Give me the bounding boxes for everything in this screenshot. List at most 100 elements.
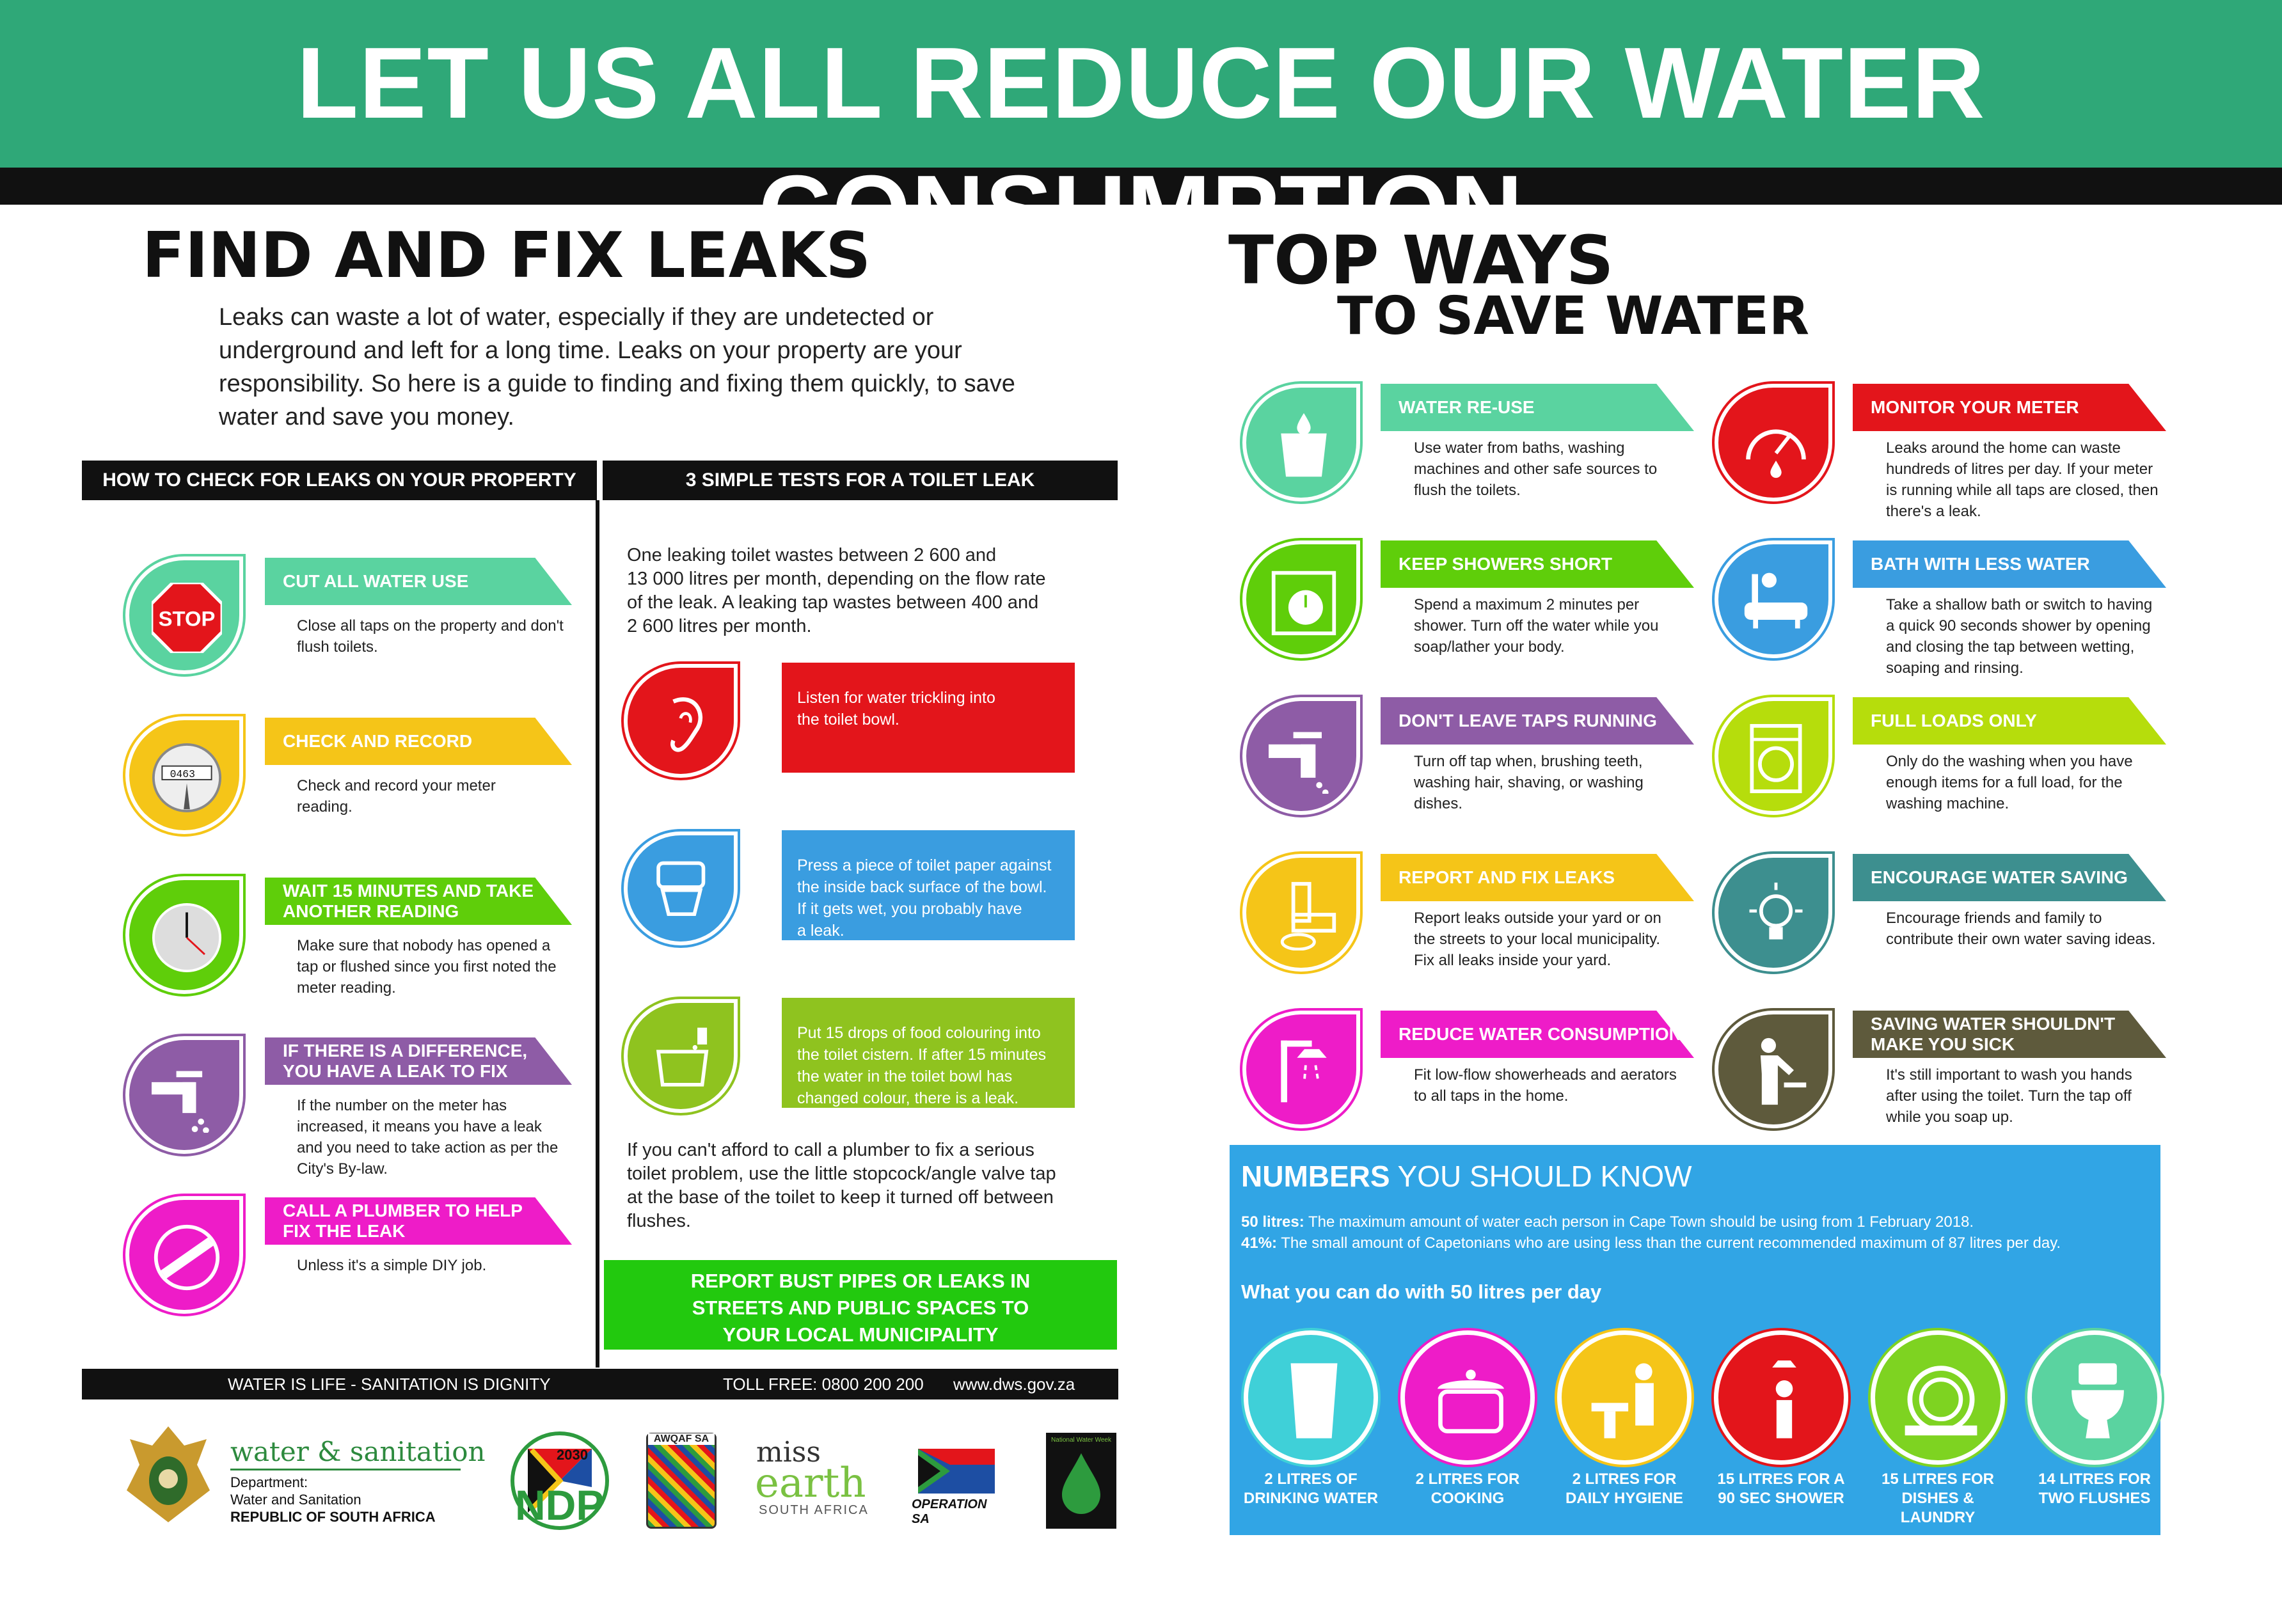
stop-sign-icon: STOP (152, 583, 222, 653)
way-label-line: MAKE YOU SICK (1871, 1034, 2015, 1054)
way-label-line: REDUCE WATER CONSUMPTION (1399, 1024, 1682, 1044)
icon-wrap (125, 1036, 243, 1154)
way-label: FULL LOADS ONLY (1853, 697, 2166, 745)
miss-earth-sa: SOUTH AFRICA (759, 1503, 869, 1517)
fact-50-bold: 50 litres: (1241, 1213, 1304, 1231)
use-label: 15 LITRES FOR DISHES & LAUNDRY (1864, 1470, 2011, 1527)
use-label-line: COOKING (1430, 1490, 1505, 1507)
washing-machine-icon (1750, 723, 1802, 794)
icon-wrap (1715, 854, 1832, 972)
way-desc-line: Use water from baths, washing (1414, 439, 1625, 457)
use-label-line: 14 LITRES FOR (2038, 1470, 2151, 1488)
way-label-line: BATH WITH LESS WATER (1871, 554, 2090, 574)
way-desc-line: Only do the washing when you have (1886, 753, 2133, 770)
icon-wrap: 0463 (125, 716, 243, 834)
way-label: DON'T LEAVE TAPS RUNNING (1381, 697, 1694, 745)
way-desc-line: while you soap up. (1886, 1108, 2013, 1126)
fact-50-text: The maximum amount of water each person … (1304, 1213, 1974, 1231)
way-desc: Take a shallow bath or switch to having a… (1886, 594, 2174, 679)
fact-41-percent: 41%: The small amount of Capetonians who… (1241, 1233, 2061, 1254)
way-desc-line: flush the toilets. (1414, 482, 1521, 499)
way-desc: It's still important to wash you hands af… (1886, 1064, 2174, 1128)
step-desc: Check and record your meter reading. (297, 775, 591, 817)
test-text-line: Listen for water trickling into (797, 689, 995, 707)
way-desc-line: Fit low-flow showerheads and aerators (1414, 1066, 1677, 1084)
tests-footer-line: at the base of the toilet to keep it tur… (627, 1187, 1054, 1208)
way-desc-line: Encourage friends and family to (1886, 910, 2102, 927)
step-desc: Make sure that nobody has opened a tap or… (297, 935, 591, 998)
tests-intro-line: 13 000 litres per month, depending on th… (627, 569, 1046, 589)
way-desc-line: Take a shallow bath or switch to having (1886, 596, 2153, 613)
step-label: CALL A PLUMBER TO HELP FIX THE LEAK (265, 1197, 572, 1245)
miss-earth-miss: miss (756, 1436, 821, 1469)
numbers-facts: 50 litres: The maximum amount of water e… (1241, 1211, 2061, 1254)
test-text-line: Press a piece of toilet paper against (797, 856, 1052, 874)
dept-sub-line: Water and Sanitation (230, 1492, 361, 1508)
glass-icon (1290, 1363, 1338, 1439)
use-label: 2 LITRES OF DRINKING WATER (1237, 1470, 1384, 1508)
way-desc-line: washing hair, shaving, or washing (1414, 774, 1644, 791)
step-label-line: CALL A PLUMBER TO HELP (283, 1201, 523, 1220)
toilet-icon (2072, 1363, 2124, 1439)
use-label-line: 2 LITRES FOR (1572, 1470, 1677, 1488)
test-box: Listen for water trickling into the toile… (782, 663, 1075, 773)
svg-text:0463: 0463 (170, 768, 195, 780)
step-label-text: CALL A PLUMBER TO HELP FIX THE LEAK (283, 1201, 523, 1242)
step-label-text: CUT ALL WATER USE (283, 571, 468, 592)
use-label-line: TWO FLUSHES (2038, 1490, 2151, 1507)
check-leaks-header: HOW TO CHECK FOR LEAKS ON YOUR PROPERTY (82, 461, 597, 500)
way-label-text: BATH WITH LESS WATER (1871, 554, 2090, 574)
step-label-line: YOU HAVE A LEAK TO FIX (283, 1061, 508, 1081)
numbers-panel: NUMBERS YOU SHOULD KNOW 50 litres: The m… (1230, 1145, 2162, 1535)
footer-slogan: WATER IS LIFE - SANITATION IS DIGNITY (228, 1375, 551, 1394)
operation-sa-logo: OPERATION SA (912, 1442, 1001, 1526)
way-label-text: DON'T LEAVE TAPS RUNNING (1399, 711, 1657, 731)
footer-bar: WATER IS LIFE - SANITATION IS DIGNITY TO… (82, 1369, 1118, 1399)
step-desc: If the number on the meter has increased,… (297, 1095, 591, 1179)
leaks-intro-line: underground and left for a long time. Le… (219, 337, 962, 364)
step-label-text: IF THERE IS A DIFFERENCE, YOU HAVE A LEAK… (283, 1041, 527, 1082)
fact-41-bold: 41%: (1241, 1234, 1278, 1252)
step-label-line: CUT ALL WATER USE (283, 571, 469, 591)
step-label-line: ANOTHER READING (283, 901, 459, 921)
dripping-tap-icon (152, 1071, 209, 1133)
way-desc-line: It's still important to wash you hands (1886, 1066, 2132, 1084)
way-desc-line: and closing the tap between wetting, (1886, 638, 2135, 656)
step-label-line: FIX THE LEAK (283, 1221, 406, 1241)
way-desc-line: there's a leak. (1886, 503, 1981, 520)
icon-wrap (1242, 697, 1360, 815)
step-label-text: CHECK AND RECORD (283, 731, 472, 752)
use-label-line: 15 LITRES FOR A (1717, 1470, 1845, 1488)
dept-sub: Department: Water and Sanitation REPUBLI… (230, 1474, 436, 1525)
ear-icon (670, 697, 702, 752)
icon-wrap (1242, 1011, 1360, 1128)
tests-footer-line: toilet problem, use the little stopcock/… (627, 1163, 1056, 1184)
way-desc-line: Spend a maximum 2 minutes per (1414, 596, 1640, 613)
use-label: 2 LITRES FOR DAILY HYGIENE (1551, 1470, 1698, 1508)
step-label-line: WAIT 15 MINUTES AND TAKE (283, 881, 534, 901)
showerhead-icon (1281, 1040, 1327, 1103)
step-label-line: CHECK AND RECORD (283, 731, 473, 751)
step-desc: Unless it's a simple DIY job. (297, 1255, 591, 1276)
report-line: STREETS AND PUBLIC SPACES TO (692, 1297, 1029, 1319)
way-label-line: MONITOR YOUR METER (1871, 397, 2079, 417)
way-desc: Use water from baths, washing machines an… (1414, 438, 1702, 501)
test-box: Press a piece of toilet paper against the… (782, 830, 1075, 940)
tests-intro-line: 2 600 litres per month. (627, 616, 812, 636)
test-text-line: Put 15 drops of food colouring into (797, 1024, 1041, 1042)
clock-icon (152, 903, 222, 973)
icon-wrap (2027, 1330, 2162, 1465)
step-desc-line: If the number on the meter has (297, 1097, 507, 1114)
nww-label: National Water Week (1051, 1437, 1111, 1444)
way-label: REPORT AND FIX LEAKS (1381, 854, 1694, 901)
tests-footer-line: flushes. (627, 1211, 691, 1231)
way-desc-line: is running while all taps are closed, th… (1886, 482, 2159, 499)
icon-wrap (125, 1196, 243, 1314)
coat-of-arms-logo (120, 1420, 216, 1529)
cooking-pot-icon (1438, 1369, 1504, 1433)
shower-timer-icon (1271, 571, 1336, 636)
footer-website[interactable]: www.dws.gov.za (953, 1375, 1075, 1394)
way-desc-line: to all taps in the home. (1414, 1087, 1569, 1105)
step-label: CHECK AND RECORD (265, 718, 572, 765)
dept-name: water & sanitation (230, 1436, 486, 1467)
